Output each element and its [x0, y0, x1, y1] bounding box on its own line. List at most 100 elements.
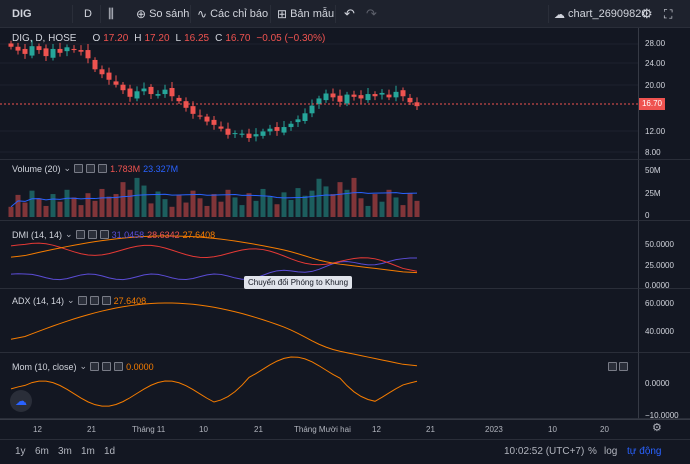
time-scale[interactable]	[0, 419, 690, 439]
mom-value: 0.0000	[126, 361, 154, 372]
adx-scale[interactable]	[638, 289, 690, 353]
undo-button[interactable]: ↶	[344, 0, 355, 28]
volume-bar	[281, 192, 287, 217]
log-toggle[interactable]: log	[604, 446, 618, 457]
candle-body	[253, 134, 259, 137]
chart-canvas	[0, 40, 638, 407]
eye-icon[interactable]	[90, 362, 100, 371]
time-settings-icon[interactable]: ⚙	[652, 422, 662, 434]
volume-bar	[50, 194, 56, 217]
range-6m[interactable]: 6m	[35, 446, 49, 457]
eye-icon[interactable]	[75, 230, 85, 239]
mom-tick: 0.0000	[645, 379, 670, 388]
candle-body	[288, 123, 294, 128]
volume-bar	[295, 188, 301, 217]
chevron-down-icon[interactable]: ⌄	[63, 163, 72, 173]
volume-tick: 50M	[645, 166, 661, 175]
volume-bar	[120, 182, 126, 217]
volume-pane[interactable]	[0, 160, 638, 221]
eye-icon[interactable]	[74, 164, 84, 173]
candle-body	[365, 94, 371, 101]
candle-body	[148, 86, 154, 95]
volume-title[interactable]: Volume (20)	[12, 163, 61, 174]
candle-body	[99, 69, 105, 75]
candle-body	[120, 84, 126, 91]
dmi-adx-value: 27.6408	[182, 229, 216, 240]
candle-body	[8, 43, 14, 47]
tradingview-logo[interactable]: ☁	[10, 390, 32, 412]
candle-body	[372, 94, 378, 97]
redo-button[interactable]: ↷	[366, 0, 377, 28]
time-label: 21	[87, 425, 96, 434]
candle-body	[71, 48, 77, 51]
close-icon[interactable]	[101, 296, 111, 305]
dmi-minus-line	[10, 242, 418, 272]
time-label: 12	[372, 425, 381, 434]
price-pane[interactable]	[0, 28, 638, 160]
price-tick: 28.00	[645, 39, 666, 48]
redo-icon: ↷	[366, 6, 377, 21]
arrow-down-icon[interactable]	[619, 362, 628, 371]
volume-bar	[253, 200, 259, 217]
chevron-down-icon[interactable]: ⌄	[67, 295, 75, 305]
fullscreen-button[interactable]: ⛶	[664, 0, 672, 28]
settings-icon[interactable]	[89, 296, 99, 305]
close-icon[interactable]	[99, 230, 109, 239]
candle-body	[113, 81, 119, 85]
candle-body	[141, 88, 147, 92]
interval-button[interactable]: D	[84, 8, 92, 20]
candle-body	[204, 116, 210, 122]
volume-bar	[176, 194, 182, 217]
divider	[72, 5, 73, 23]
volume-bar	[197, 198, 203, 217]
chevron-down-icon[interactable]: ⌄	[79, 361, 88, 371]
range-1d[interactable]: 1d	[104, 446, 116, 457]
dmi-tick: 50.0000	[645, 240, 674, 249]
mom-scale[interactable]	[638, 353, 690, 419]
mom-title[interactable]: Mom (10, close)	[12, 361, 77, 372]
pane-controls[interactable]	[608, 362, 628, 371]
volume-bar	[225, 189, 231, 217]
close-icon[interactable]	[114, 362, 124, 371]
open-value: 17.20	[103, 33, 129, 44]
adx-title[interactable]: ADX (14, 14)	[12, 295, 65, 306]
compare-button[interactable]: ⊕ So sánh	[136, 7, 190, 21]
dmi-minus-value: 28.6342	[147, 229, 180, 240]
mom-pane[interactable]	[0, 353, 638, 419]
range-1y[interactable]: 1y	[15, 446, 26, 457]
candle-type-button[interactable]: ⫼	[108, 0, 114, 28]
adx-pane[interactable]	[0, 289, 638, 353]
chevron-down-icon[interactable]: ⌄	[65, 229, 73, 239]
symbol-search[interactable]: DIG	[12, 8, 32, 20]
indicators-button[interactable]: ∿ Các chỉ báo	[197, 7, 269, 21]
change-value: −0.05 (−0.30%)	[256, 33, 326, 44]
divider	[548, 5, 549, 23]
chart-layout-button[interactable]: ☁ chart_26909820	[554, 8, 648, 21]
volume-bar	[127, 189, 133, 217]
dmi-title[interactable]: DMI (14, 14)	[12, 229, 63, 240]
volume-bar	[92, 200, 98, 217]
candle-body	[225, 128, 231, 135]
price-scale[interactable]	[638, 28, 690, 160]
settings-icon[interactable]	[87, 230, 97, 239]
close-icon[interactable]	[98, 164, 108, 173]
candle-body	[134, 91, 140, 99]
adx-tick: 40.0000	[645, 327, 674, 336]
volume-bar	[400, 205, 406, 217]
percent-toggle[interactable]: %	[588, 446, 597, 457]
volume-bar	[274, 204, 280, 217]
top-toolbar: DIG D ⫼ ⊕ So sánh ∿ Các chỉ báo ⊞ Bản mẫu ↶…	[0, 0, 690, 28]
candle-body	[78, 50, 84, 52]
settings-button[interactable]: ⚙	[641, 0, 653, 28]
arrow-up-icon[interactable]	[608, 362, 617, 371]
range-3m[interactable]: 3m	[58, 446, 72, 457]
volume-scale[interactable]	[638, 160, 690, 221]
dmi-scale[interactable]	[638, 221, 690, 289]
settings-icon[interactable]	[102, 362, 112, 371]
auto-toggle[interactable]: tự động	[627, 446, 662, 457]
eye-icon[interactable]	[77, 296, 87, 305]
range-1m[interactable]: 1m	[81, 446, 95, 457]
candle-body	[162, 89, 168, 95]
templates-button[interactable]: ⊞ Bản mẫu	[277, 7, 335, 21]
settings-icon[interactable]	[86, 164, 96, 173]
